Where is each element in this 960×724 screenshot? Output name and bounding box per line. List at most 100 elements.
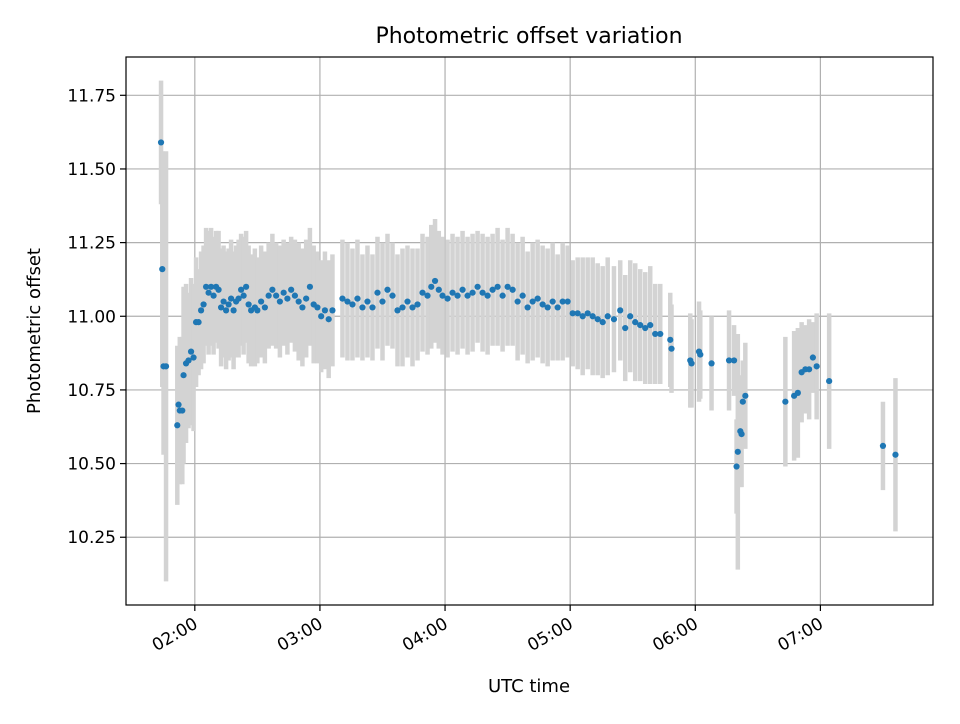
y-tick-label: 11.75	[67, 86, 116, 106]
data-point	[179, 407, 186, 414]
data-point	[627, 313, 634, 320]
data-point	[295, 298, 302, 305]
data-point	[159, 266, 166, 273]
data-point	[200, 301, 207, 308]
data-point	[554, 304, 561, 311]
data-point	[187, 348, 195, 355]
data-point	[359, 304, 366, 311]
data-point	[464, 292, 471, 299]
data-point	[261, 304, 268, 311]
data-point	[374, 289, 381, 296]
data-point	[652, 330, 659, 338]
data-point	[288, 286, 295, 293]
data-point	[584, 310, 591, 317]
data-point	[739, 398, 746, 405]
data-point	[529, 298, 536, 305]
data-point	[243, 283, 250, 290]
data-point	[349, 301, 356, 308]
data-point	[240, 292, 247, 299]
data-point	[207, 283, 215, 290]
y-tick-label: 10.50	[67, 455, 116, 475]
data-point	[227, 295, 235, 302]
data-point	[424, 292, 431, 299]
data-point	[339, 295, 346, 302]
data-point	[394, 307, 401, 314]
data-point	[325, 316, 332, 323]
data-point	[202, 283, 210, 290]
data-point	[697, 351, 704, 358]
data-point	[205, 289, 212, 296]
data-point	[238, 286, 245, 293]
y-tick-label: 11.50	[67, 160, 116, 180]
data-point	[579, 313, 586, 320]
data-point	[782, 398, 789, 405]
data-point	[354, 295, 361, 302]
data-point	[632, 319, 639, 326]
data-point	[404, 298, 411, 305]
data-point	[657, 330, 664, 338]
data-point	[220, 298, 227, 305]
data-point	[230, 307, 237, 314]
data-point	[157, 139, 165, 146]
data-point	[479, 289, 486, 296]
data-point	[273, 292, 280, 299]
data-point	[306, 283, 314, 290]
data-point	[379, 298, 386, 305]
data-point	[708, 360, 715, 367]
y-tick-label: 11.00	[67, 307, 116, 327]
data-point	[469, 289, 476, 296]
data-point	[604, 313, 611, 320]
data-point	[291, 292, 299, 299]
data-point	[384, 286, 391, 293]
data-point	[254, 307, 261, 314]
data-point	[688, 360, 695, 367]
data-point	[617, 307, 624, 314]
data-point	[879, 442, 887, 450]
data-point	[544, 304, 551, 311]
data-point	[217, 304, 225, 311]
chart-title: Photometric offset variation	[375, 24, 682, 49]
data-point	[197, 307, 205, 314]
data-point	[299, 304, 306, 311]
data-point	[806, 366, 813, 373]
data-point	[399, 304, 406, 311]
data-point	[344, 298, 351, 305]
data-point	[222, 307, 230, 314]
data-point	[235, 295, 242, 302]
data-point	[175, 401, 182, 408]
data-point	[499, 292, 506, 299]
data-point	[539, 301, 546, 308]
data-point	[509, 286, 516, 293]
data-point	[449, 289, 456, 296]
data-point	[435, 286, 442, 293]
data-point	[329, 307, 336, 314]
data-point	[409, 304, 416, 311]
data-point	[647, 322, 654, 329]
data-point	[419, 289, 426, 296]
data-point	[364, 298, 371, 305]
y-axis-label: Photometric offset	[24, 248, 45, 414]
data-point	[276, 298, 283, 305]
data-point	[738, 431, 745, 438]
data-point	[667, 336, 674, 343]
data-point	[725, 357, 733, 364]
data-point	[180, 372, 187, 379]
data-point	[303, 295, 310, 302]
data-point	[431, 277, 439, 285]
data-point	[524, 304, 531, 311]
data-point	[730, 357, 738, 364]
data-point	[809, 354, 816, 361]
data-point	[210, 292, 217, 299]
data-point	[813, 363, 820, 370]
y-axis-ticks: 10.25 10.50 10.75 11.00 11.25 11.50 11.75	[67, 86, 126, 548]
data-point	[459, 286, 466, 293]
data-point	[594, 316, 601, 323]
data-point	[454, 292, 461, 299]
data-point	[642, 324, 649, 332]
data-point	[314, 304, 321, 311]
data-point	[610, 316, 618, 323]
data-point	[321, 307, 329, 314]
data-point	[574, 310, 581, 317]
data-point	[369, 304, 376, 311]
data-point	[494, 283, 501, 290]
